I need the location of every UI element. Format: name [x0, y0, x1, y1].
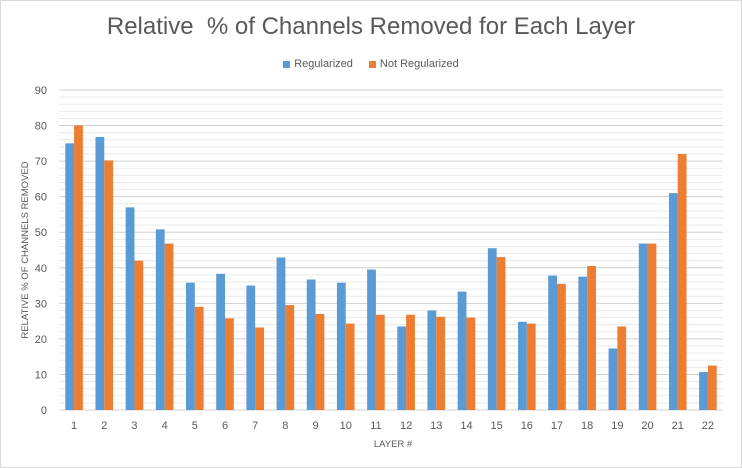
bar-regularized — [186, 282, 195, 410]
x-tick-label: 3 — [131, 420, 137, 432]
x-tick-label: 2 — [101, 420, 107, 432]
bar-regularized — [699, 371, 708, 410]
bar-not-regularized — [707, 365, 717, 410]
bar-regularized — [457, 291, 467, 410]
x-tick-label: 12 — [400, 420, 412, 432]
bar-regularized — [336, 282, 346, 410]
x-tick-label: 1 — [71, 420, 77, 432]
bar-regularized — [276, 257, 286, 410]
chart-title: Relative % of Channels Removed for Each … — [106, 13, 636, 40]
y-tick-label: 20 — [35, 334, 47, 346]
x-tick-label: 17 — [551, 420, 563, 432]
bar-regularized — [306, 279, 316, 410]
bar-not-regularized — [647, 243, 657, 410]
bar-not-regularized — [466, 317, 476, 410]
bar-regularized — [608, 348, 618, 410]
y-tick-label: 80 — [35, 121, 47, 133]
x-tick-label: 8 — [282, 420, 288, 432]
bar-not-regularized — [406, 314, 415, 410]
bar-not-regularized — [315, 314, 325, 410]
x-tick-label: 15 — [491, 420, 503, 432]
legend: Regularized Not Regularized — [1, 58, 741, 70]
y-tick-label: 60 — [35, 192, 47, 204]
bar-not-regularized — [345, 323, 355, 410]
bar-regularized — [246, 285, 256, 410]
bar-regularized — [95, 136, 105, 410]
x-tick-label: 14 — [460, 420, 472, 432]
bar-regularized — [65, 143, 75, 411]
x-tick-label: 7 — [252, 420, 258, 432]
y-tick-label: 40 — [35, 263, 47, 275]
bar-not-regularized — [557, 283, 566, 410]
legend-label-not-regularized: Not Regularized — [379, 58, 459, 70]
x-tick-label: 19 — [611, 420, 623, 432]
y-tick-label: 50 — [35, 227, 47, 239]
bar-regularized — [487, 248, 497, 410]
legend-label-regularized: Regularized — [294, 58, 353, 70]
bar-regularized — [548, 275, 557, 410]
x-tick-label: 5 — [192, 420, 198, 432]
bar-regularized — [638, 243, 648, 410]
bar-not-regularized — [164, 243, 174, 410]
bar-not-regularized — [617, 326, 627, 410]
bar-not-regularized — [375, 314, 385, 410]
bar-regularized — [578, 276, 588, 410]
x-tick-label: 10 — [340, 420, 352, 432]
legend-swatch-not-regularized — [368, 60, 376, 68]
x-axis-title: LAYER # — [374, 439, 413, 450]
bar-not-regularized — [74, 125, 83, 411]
bar-regularized — [427, 310, 437, 410]
bar-not-regularized — [255, 327, 264, 410]
bar-regularized — [397, 326, 407, 410]
bar-not-regularized — [526, 323, 536, 410]
bar-regularized — [155, 229, 165, 410]
y-tick-label: 90 — [35, 85, 47, 97]
legend-swatch-regularized — [283, 60, 291, 68]
bar-not-regularized — [436, 316, 446, 410]
bar-not-regularized — [104, 160, 114, 410]
bar-regularized — [125, 207, 135, 410]
bar-not-regularized — [677, 154, 687, 410]
legend-item-regularized: Regularized — [283, 58, 353, 70]
legend-item-not-regularized: Not Regularized — [368, 58, 459, 70]
x-tick-label: 18 — [581, 420, 593, 432]
bar-regularized — [518, 321, 527, 410]
y-tick-label: 10 — [35, 369, 47, 381]
bar-not-regularized — [285, 305, 295, 410]
bar-not-regularized — [587, 266, 596, 410]
bar-regularized — [216, 273, 225, 410]
bar-regularized — [367, 269, 376, 410]
bar-not-regularized — [496, 257, 506, 410]
x-tick-label: 22 — [702, 420, 714, 432]
y-axis-title: RELATIVE % OF CHANNELS REMOVED — [20, 161, 31, 338]
x-tick-label: 13 — [430, 420, 442, 432]
bar-not-regularized — [134, 260, 144, 410]
x-tick-label: 4 — [162, 420, 168, 432]
x-tick-label: 9 — [312, 420, 318, 432]
y-tick-label: 0 — [41, 405, 47, 417]
bar-not-regularized — [225, 318, 234, 410]
x-tick-label: 20 — [641, 420, 653, 432]
bar-not-regularized — [194, 306, 204, 410]
y-tick-label: 70 — [35, 156, 47, 168]
x-tick-label: 6 — [222, 420, 228, 432]
x-tick-label: 16 — [521, 420, 533, 432]
x-tick-label: 21 — [672, 420, 684, 432]
x-tick-label: 11 — [370, 420, 381, 432]
y-tick-label: 30 — [35, 298, 47, 310]
bar-regularized — [668, 193, 678, 410]
